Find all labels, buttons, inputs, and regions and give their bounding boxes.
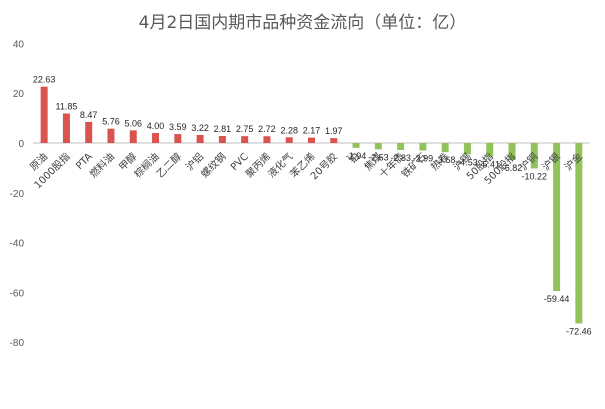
bar xyxy=(263,136,271,143)
data-label: -59.44 xyxy=(544,294,570,304)
y-tick-label: -80 xyxy=(10,338,25,349)
data-label: -2.53 xyxy=(368,152,389,162)
data-label: 3.22 xyxy=(191,123,209,133)
bar xyxy=(196,134,204,143)
y-tick-label: 20 xyxy=(13,89,25,100)
data-label: 5.06 xyxy=(124,118,142,128)
data-label: -3.68 xyxy=(435,155,456,165)
data-label: -10.22 xyxy=(522,171,548,181)
data-label: 5.76 xyxy=(102,117,120,127)
bar xyxy=(308,137,315,143)
bar xyxy=(419,143,427,151)
data-label: -2.83 xyxy=(390,153,411,163)
y-tick-label: -40 xyxy=(10,239,25,250)
y-tick-label: -20 xyxy=(10,189,25,200)
data-label: 2.28 xyxy=(280,125,298,135)
bar xyxy=(285,137,293,143)
bar xyxy=(129,130,137,143)
data-label: 2.72 xyxy=(258,124,276,134)
data-label: 22.63 xyxy=(33,75,56,85)
data-label: -4.53 xyxy=(457,157,478,167)
bar xyxy=(62,113,70,143)
bar xyxy=(152,133,160,143)
bar xyxy=(107,128,115,143)
data-label: 2.81 xyxy=(214,124,232,134)
bar xyxy=(40,86,48,143)
data-label: -6.82 xyxy=(502,163,523,173)
bar xyxy=(553,143,561,292)
data-label: 11.85 xyxy=(55,101,77,111)
bar xyxy=(374,143,382,150)
bar xyxy=(241,136,249,143)
data-label: 1.97 xyxy=(325,126,343,136)
data-label: -5.41 xyxy=(479,159,500,169)
data-label: 3.59 xyxy=(169,122,187,132)
bar xyxy=(174,134,182,143)
data-label: 4.00 xyxy=(147,121,165,131)
y-tick-label: -60 xyxy=(10,288,25,299)
x-tick-label: 螺纹钢 xyxy=(198,150,228,180)
data-label: -72.46 xyxy=(566,326,592,336)
bar xyxy=(330,138,338,143)
bar xyxy=(441,143,449,153)
data-label: 8.47 xyxy=(80,110,98,120)
data-label: -1.94 xyxy=(346,151,367,161)
data-label: 2.17 xyxy=(303,126,321,136)
x-tick-label: 燃料油 xyxy=(87,150,117,180)
bar xyxy=(575,143,583,324)
y-tick-label: 40 xyxy=(13,39,25,50)
bar xyxy=(85,121,93,143)
bar xyxy=(486,143,494,157)
bar xyxy=(218,136,226,143)
bar xyxy=(530,143,538,169)
bar xyxy=(508,143,516,160)
bar xyxy=(463,143,471,155)
chart-title: 4月2日国内期市品种资金流向（单位：亿） xyxy=(138,13,467,33)
bar xyxy=(397,143,405,151)
data-label: 2.75 xyxy=(236,124,254,134)
bar xyxy=(352,143,360,148)
y-tick-label: 0 xyxy=(18,139,24,150)
data-label: -2.99 xyxy=(413,153,434,163)
x-tick-label: 乙二醇 xyxy=(154,150,184,180)
